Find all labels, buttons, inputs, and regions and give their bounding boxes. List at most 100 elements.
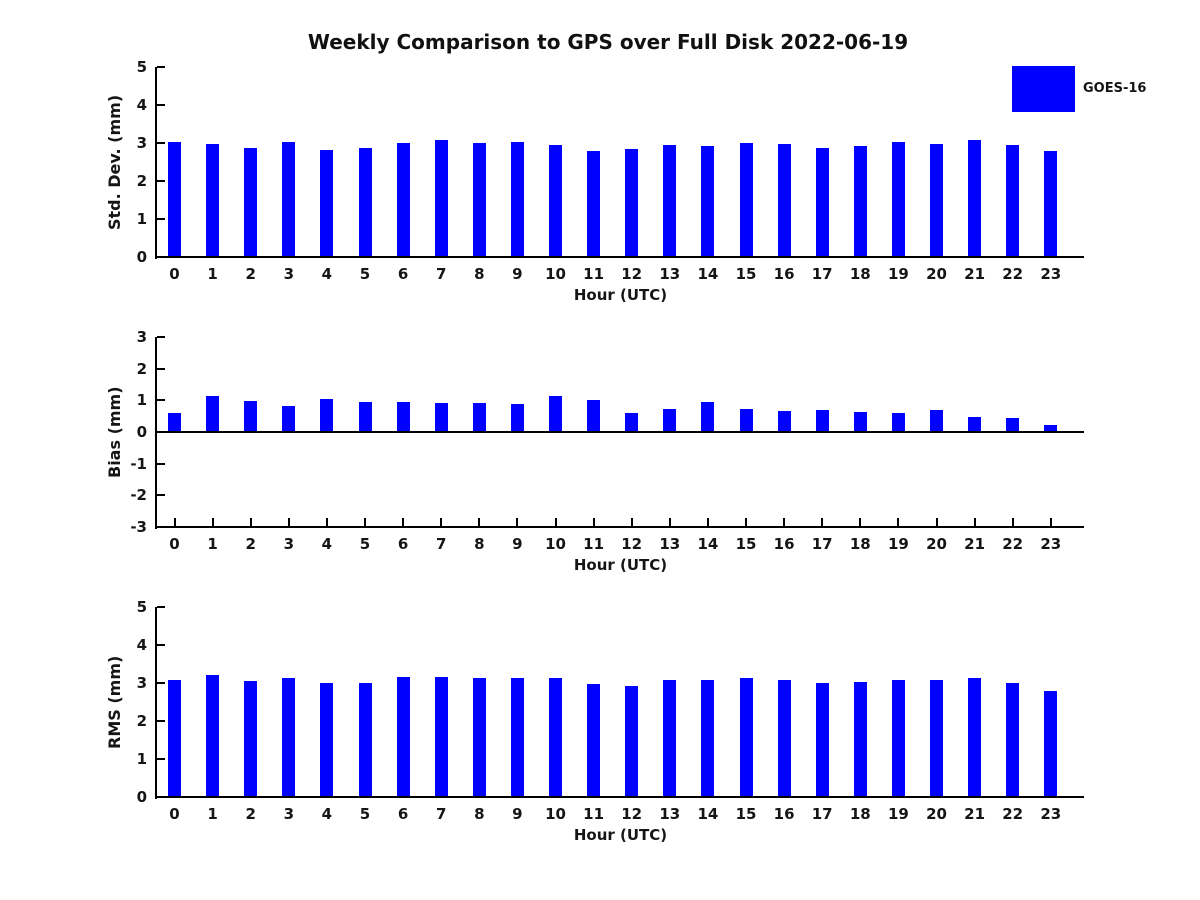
y-tick-mark [157, 720, 165, 722]
x-tick-label: 12 [621, 265, 643, 283]
y-tick-label: -2 [130, 486, 147, 505]
bar-hour-6 [396, 143, 410, 257]
x-tick-label: 10 [545, 535, 566, 553]
bar-hour-20 [930, 410, 943, 432]
y-tick-label: 0 [136, 248, 147, 266]
x-tick-label: 12 [621, 535, 643, 553]
x-tick-label: 9 [512, 535, 523, 553]
y-tick-label: 1 [136, 750, 147, 768]
y-axis-label-bias: Bias (mm) [105, 386, 124, 478]
y-axis-spine [155, 67, 157, 259]
x-tick-mark [821, 518, 824, 526]
x-tick-label: 9 [512, 805, 523, 823]
x-tick-label: 13 [659, 805, 681, 823]
legend-label: GOES-16 [1083, 81, 1147, 96]
y-tick-mark [157, 336, 165, 338]
bar-hour-2 [244, 681, 258, 797]
x-tick-label: 1 [207, 535, 218, 553]
y-tick-mark [157, 180, 165, 182]
y-tick-mark [157, 644, 165, 646]
bar-hour-22 [1006, 144, 1020, 257]
x-tick-label: 16 [773, 805, 795, 823]
x-tick-label: 19 [887, 805, 909, 823]
bar-hour-8 [472, 402, 486, 432]
x-tick-label: 8 [474, 535, 485, 553]
zero-reference-line [155, 431, 1084, 433]
y-tick-mark [157, 399, 165, 402]
x-tick-label: 0 [169, 535, 180, 553]
x-tick-label: 8 [474, 265, 485, 283]
subplot-std-dev: 0 1 2 3 4 5 0 1 2 3 4 5 6 7 8 9 10 11 12 13 14 15 16 17 18 19 20 21… [105, 58, 1084, 304]
x-tick-label: 17 [811, 265, 833, 283]
bar-hour-17 [815, 683, 829, 797]
bar-hour-12 [625, 149, 639, 257]
y-tick-label: 2 [136, 172, 147, 190]
bar-hour-6 [396, 401, 410, 432]
x-tick-label: 17 [811, 535, 833, 553]
y-tick-label: 3 [136, 134, 147, 152]
x-tick-mark [211, 518, 214, 526]
bar-hour-23 [1044, 151, 1058, 257]
y-axis-label-std-dev: Std. Dev. (mm) [105, 94, 124, 230]
legend-color-swatch [1012, 66, 1075, 112]
x-tick-label: 13 [659, 265, 681, 283]
y-tick-mark [157, 66, 165, 68]
x-tick-mark [478, 518, 481, 526]
bar-hour-4 [320, 682, 334, 797]
bar-hour-23 [1044, 425, 1058, 432]
x-axis-label-rms: Hour (UTC) [573, 826, 668, 844]
x-tick-label: 18 [849, 265, 871, 283]
y-tick-label: 0 [136, 788, 147, 806]
y-tick-mark [157, 462, 165, 465]
x-tick-mark [706, 518, 709, 526]
x-axis-label-std-dev: Hour (UTC) [573, 286, 668, 304]
x-tick-label: 16 [773, 265, 795, 283]
bar-hour-16 [777, 411, 791, 432]
bar-hour-15 [739, 678, 753, 797]
x-axis-spine [155, 526, 1084, 528]
x-tick-label: 11 [583, 805, 605, 823]
bar-hour-14 [701, 401, 715, 432]
x-tick-label: 5 [359, 805, 371, 823]
bar-hour-10 [549, 395, 562, 432]
x-tick-label: 10 [545, 265, 566, 283]
bar-hour-2 [244, 147, 258, 257]
x-tick-label: 6 [397, 805, 409, 823]
x-tick-mark [783, 518, 786, 526]
bar-hour-15 [739, 408, 753, 432]
x-tick-label: 1 [207, 265, 218, 283]
subplot-rms: 0 1 2 3 4 5 0 1 2 3 4 5 6 7 8 9 10 11 12 13 14 15 16 17 18 19 20 21… [105, 598, 1084, 844]
y-tick-label: 5 [136, 598, 147, 616]
bar-hour-5 [358, 402, 372, 432]
bar-hour-7 [434, 403, 448, 432]
bar-hour-5 [358, 682, 372, 797]
bar-hour-0 [168, 679, 181, 797]
plot-area-rms: 0 1 2 3 4 5 0 1 2 3 4 5 6 7 8 9 10 11 12 13 14 15 16 17 18 19 20 21… [137, 598, 1084, 823]
bar-hour-21 [968, 678, 982, 797]
bar-hour-18 [853, 412, 867, 432]
x-tick-label: 15 [735, 535, 757, 553]
x-tick-mark [554, 518, 557, 526]
x-axis-spine [155, 256, 1084, 258]
bar-hour-21 [968, 417, 982, 432]
x-tick-label: 9 [512, 265, 523, 283]
x-tick-label: 4 [321, 265, 333, 283]
x-tick-label: 11 [583, 265, 605, 283]
x-tick-label: 15 [735, 265, 757, 283]
bar-hour-17 [815, 410, 829, 432]
bar-hour-6 [396, 677, 410, 797]
y-tick-mark [157, 367, 165, 370]
bar-hour-15 [739, 142, 753, 257]
bar-hour-4 [320, 398, 334, 432]
bar-hour-1 [206, 675, 220, 797]
bar-hour-20 [930, 143, 943, 257]
bar-hour-19 [891, 413, 905, 432]
bar-hour-13 [663, 408, 677, 432]
x-tick-label: 21 [964, 265, 986, 283]
x-tick-label: 4 [321, 805, 333, 823]
x-tick-label: 4 [321, 535, 333, 553]
x-tick-label: 10 [545, 805, 566, 823]
x-tick-label: 14 [697, 805, 719, 823]
bar-hour-8 [472, 143, 486, 257]
bar-hour-0 [168, 412, 181, 432]
